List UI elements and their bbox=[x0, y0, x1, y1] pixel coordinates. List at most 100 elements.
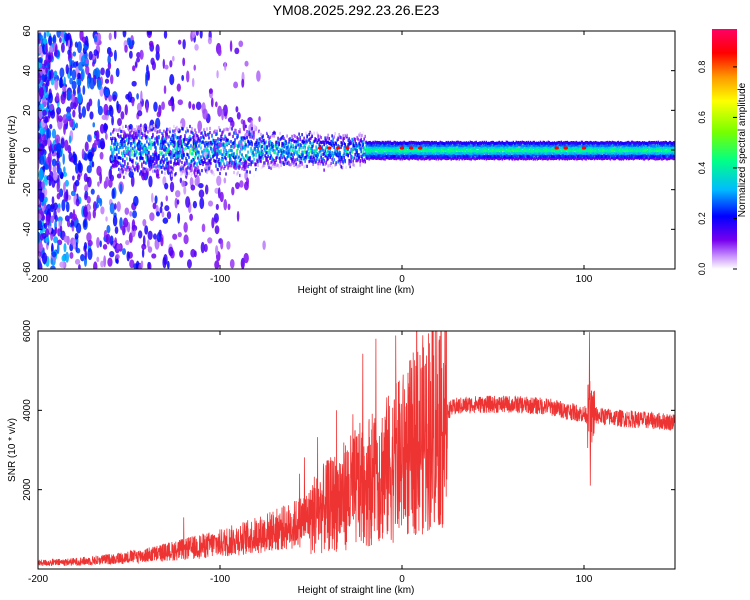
heatmap-cell bbox=[415, 143, 417, 148]
heatmap-cell bbox=[313, 156, 315, 161]
heatmap-cell bbox=[48, 45, 54, 53]
heatmap-cell bbox=[361, 140, 363, 144]
heatmap-cell bbox=[207, 132, 209, 137]
heatmap-cell bbox=[175, 153, 177, 157]
heatmap-cell bbox=[351, 148, 353, 152]
heatmap-cell bbox=[467, 151, 469, 155]
heatmap-cell bbox=[419, 152, 421, 156]
heatmap-cell bbox=[463, 157, 465, 161]
heatmap-cell bbox=[456, 147, 458, 151]
heatmap-cell bbox=[615, 146, 618, 150]
heatmap-cell bbox=[635, 156, 638, 160]
heatmap-cell bbox=[622, 142, 625, 146]
heatmap-cell bbox=[220, 167, 222, 171]
heatmap-cell bbox=[470, 144, 472, 148]
heatmap-cell bbox=[143, 149, 145, 154]
heatmap-cell bbox=[102, 244, 108, 250]
heatmap-cell bbox=[144, 146, 146, 150]
heatmap-cell bbox=[574, 143, 577, 147]
heatmap-cell bbox=[630, 156, 633, 160]
heatmap-cell bbox=[476, 153, 478, 157]
heatmap-cell bbox=[334, 167, 336, 172]
heatmap-cell bbox=[391, 148, 393, 152]
heatmap-cell bbox=[662, 149, 665, 153]
heatmap-cell bbox=[371, 152, 373, 156]
heatmap-cell bbox=[664, 151, 667, 155]
heatmap-cell bbox=[642, 148, 645, 153]
heatmap-cell bbox=[569, 148, 572, 152]
heatmap-cell bbox=[672, 149, 675, 153]
heatmap-cell bbox=[604, 154, 607, 158]
heatmap-cell bbox=[516, 151, 519, 155]
heatmap-cell bbox=[48, 35, 53, 46]
heatmap-cell bbox=[119, 145, 121, 149]
heatmap-cell bbox=[391, 151, 393, 155]
heatmap-cell bbox=[204, 167, 206, 171]
heatmap-cell bbox=[158, 229, 162, 237]
heatmap-cell bbox=[475, 144, 477, 148]
heatmap-cell bbox=[556, 154, 559, 158]
heatmap-cell bbox=[467, 156, 469, 160]
heatmap-cell bbox=[667, 148, 670, 153]
heatmap-cell bbox=[194, 141, 196, 145]
heatmap-cell bbox=[337, 144, 339, 148]
heatmap-cell bbox=[436, 151, 438, 155]
heatmap-cell bbox=[657, 148, 660, 152]
heatmap-cell bbox=[162, 163, 164, 167]
heatmap-cell bbox=[435, 147, 437, 151]
heatmap-cell bbox=[375, 148, 377, 152]
heatmap-cell bbox=[306, 150, 308, 154]
heatmap-cell bbox=[217, 160, 219, 164]
heatmap-cell bbox=[173, 129, 175, 134]
heatmap-cell bbox=[536, 149, 539, 153]
heatmap-cell bbox=[657, 157, 660, 161]
heatmap-cell bbox=[416, 149, 418, 153]
heatmap-cell bbox=[576, 143, 579, 147]
heatmap-cell bbox=[59, 67, 65, 78]
heatmap-cell bbox=[461, 148, 463, 152]
heatmap-cell bbox=[53, 208, 57, 220]
heatmap-cell bbox=[336, 151, 338, 155]
heatmap-cell bbox=[39, 66, 43, 76]
heatmap-cell bbox=[618, 152, 621, 156]
heatmap-cell bbox=[393, 154, 395, 159]
heatmap-cell bbox=[517, 147, 520, 151]
heatmap-cell bbox=[292, 155, 294, 160]
heatmap-cell bbox=[512, 140, 515, 144]
heatmap-cell bbox=[629, 147, 632, 151]
heatmap-cell bbox=[605, 146, 608, 150]
heatmap-cell bbox=[403, 154, 405, 158]
heatmap-cell bbox=[654, 141, 657, 145]
heatmap-cell bbox=[404, 148, 406, 153]
heatmap-cell bbox=[642, 157, 645, 161]
heatmap-cell bbox=[618, 149, 621, 153]
heatmap-cell bbox=[211, 169, 213, 173]
heatmap-cell bbox=[111, 115, 114, 126]
heatmap-cell bbox=[300, 153, 302, 157]
heatmap-cell bbox=[245, 161, 247, 165]
heatmap-cell bbox=[315, 154, 317, 158]
heatmap-cell bbox=[630, 150, 633, 154]
heatmap-cell bbox=[211, 150, 213, 154]
heatmap-cell bbox=[305, 138, 307, 143]
heatmap-cell bbox=[620, 157, 623, 161]
heatmap-cell bbox=[525, 145, 528, 150]
heatmap-cell bbox=[480, 156, 482, 160]
heatmap-cell bbox=[64, 179, 69, 187]
heatmap-cell bbox=[214, 225, 220, 235]
heatmap-cell bbox=[250, 147, 252, 151]
heatmap-cell bbox=[317, 165, 319, 170]
heatmap-cell bbox=[194, 149, 196, 153]
heatmap-cell bbox=[233, 155, 235, 159]
heatmap-cell bbox=[410, 144, 412, 148]
heatmap-cell bbox=[545, 147, 548, 151]
heatmap-cell bbox=[152, 143, 154, 147]
heatmap-cell bbox=[298, 158, 300, 162]
heatmap-cell bbox=[544, 156, 547, 161]
heatmap-cell bbox=[532, 149, 535, 153]
heatmap-cell bbox=[493, 151, 495, 155]
heatmap-cell bbox=[171, 153, 173, 157]
heatmap-cell bbox=[478, 151, 480, 155]
heatmap-cell bbox=[630, 146, 633, 150]
heatmap-cell bbox=[400, 156, 402, 160]
